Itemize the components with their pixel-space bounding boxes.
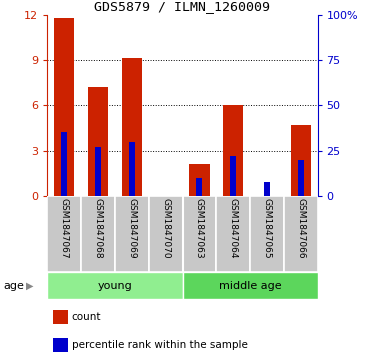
Text: GSM1847068: GSM1847068 xyxy=(93,198,103,259)
Bar xyxy=(196,178,203,196)
Bar xyxy=(182,196,216,272)
Text: age: age xyxy=(4,281,24,291)
Bar xyxy=(61,132,68,196)
Bar xyxy=(54,17,74,196)
Bar xyxy=(250,196,284,272)
Bar xyxy=(95,147,101,196)
Text: GSM1847066: GSM1847066 xyxy=(296,198,305,259)
Bar xyxy=(223,105,243,196)
Bar xyxy=(297,160,304,196)
Bar xyxy=(129,142,135,196)
Bar xyxy=(284,196,318,272)
Bar xyxy=(122,58,142,196)
Bar xyxy=(291,125,311,196)
Bar xyxy=(53,338,68,351)
Bar xyxy=(88,87,108,196)
Bar xyxy=(230,156,236,196)
Bar xyxy=(216,196,250,272)
Text: GSM1847069: GSM1847069 xyxy=(127,198,137,259)
Bar xyxy=(149,196,182,272)
Bar xyxy=(115,196,149,272)
Text: middle age: middle age xyxy=(219,281,281,291)
Text: count: count xyxy=(72,311,101,322)
Text: GSM1847064: GSM1847064 xyxy=(228,198,238,259)
Bar xyxy=(47,196,81,272)
Bar xyxy=(182,272,318,299)
Text: GSM1847067: GSM1847067 xyxy=(60,198,69,259)
Bar xyxy=(189,164,210,196)
Text: percentile rank within the sample: percentile rank within the sample xyxy=(72,339,247,350)
Text: ▶: ▶ xyxy=(26,281,34,291)
Title: GDS5879 / ILMN_1260009: GDS5879 / ILMN_1260009 xyxy=(95,0,270,13)
Text: GSM1847065: GSM1847065 xyxy=(262,198,272,259)
Text: GSM1847070: GSM1847070 xyxy=(161,198,170,259)
Text: GSM1847063: GSM1847063 xyxy=(195,198,204,259)
Bar xyxy=(81,196,115,272)
Bar xyxy=(264,182,270,196)
Bar xyxy=(47,272,182,299)
Bar xyxy=(53,310,68,324)
Text: young: young xyxy=(97,281,132,291)
